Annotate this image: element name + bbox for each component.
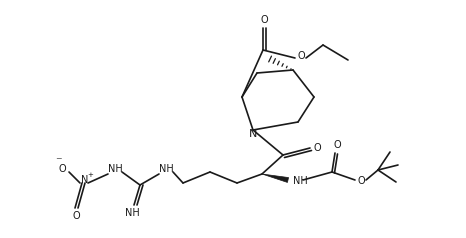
Text: O: O <box>72 211 80 221</box>
Text: ⁻: ⁻ <box>55 155 62 169</box>
Text: NH: NH <box>124 208 139 218</box>
Text: O: O <box>260 15 268 25</box>
Polygon shape <box>262 174 288 183</box>
Text: NH: NH <box>108 164 123 174</box>
Text: NH: NH <box>158 164 173 174</box>
Text: O: O <box>313 143 321 153</box>
Text: O: O <box>297 51 305 61</box>
Text: NH: NH <box>293 176 308 186</box>
Text: N: N <box>81 175 89 185</box>
Text: O: O <box>58 164 66 174</box>
Text: +: + <box>87 172 93 178</box>
Text: N: N <box>249 129 257 139</box>
Text: O: O <box>357 176 365 186</box>
Text: O: O <box>333 140 341 150</box>
